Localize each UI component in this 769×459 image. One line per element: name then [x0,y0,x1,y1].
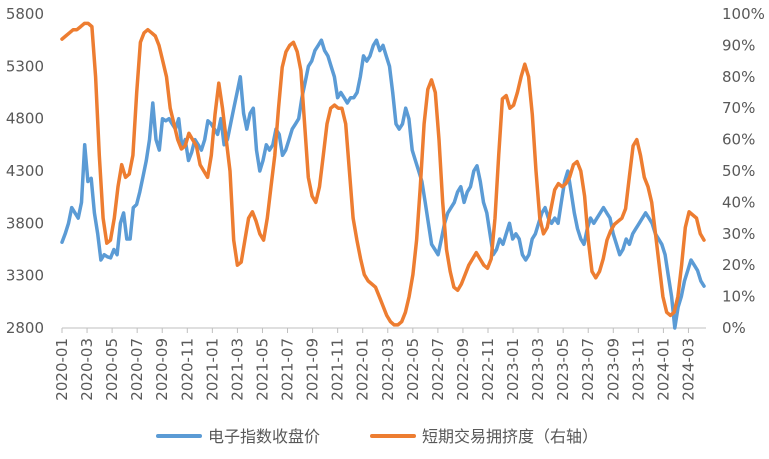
x-axis-tick-label: 2022-05 [404,338,422,401]
x-axis-tick-label: 2023-05 [554,338,572,401]
right-axis-ticks: 0% 10% 20% 30% 40% 50% 60% 70% 80% 90% 100% [722,5,765,337]
x-axis-tick-label: 2021-11 [329,338,347,401]
left-axis-ticks: 2800 3300 3800 4300 4800 5300 5800 [6,5,44,337]
x-axis-tick-label: 2020-05 [103,338,121,401]
legend-label: 电子指数收盘价 [208,427,320,446]
right-axis-tick-label: 20% [722,256,755,274]
x-axis-tick-label: 2020-03 [78,338,96,401]
right-axis-tick-label: 70% [722,99,755,117]
left-axis-tick-label: 4300 [6,162,44,180]
x-axis-tick-label: 2023-03 [529,338,547,401]
series-line-electronics-index [60,38,706,330]
left-axis-tick-label: 3800 [6,214,44,232]
x-axis-tick-label: 2023-01 [504,338,522,401]
x-axis-tick-label: 2023-07 [579,338,597,401]
right-axis-tick-label: 50% [722,162,755,180]
x-axis-tick-marks [61,328,689,333]
x-axis-tick-label: 2023-11 [629,338,647,401]
x-axis-labels: 2020-01 2020-03 2020-05 2020-07 2020-09 2020-… [53,338,697,401]
right-axis-tick-label: 30% [722,225,755,243]
x-axis-tick-label: 2022-09 [454,338,472,401]
legend: 电子指数收盘价 短期交易拥挤度（右轴） [156,427,598,446]
right-axis-tick-label: 90% [722,36,755,54]
x-axis-tick-label: 2021-03 [228,338,246,401]
x-axis-tick-label: 2022-03 [379,338,397,401]
left-axis-tick-label: 2800 [6,319,44,337]
right-axis-tick-label: 80% [722,68,755,86]
left-axis-tick-label: 5800 [6,5,44,23]
x-axis-tick-label: 2022-07 [429,338,447,401]
x-axis-tick-label: 2024-01 [654,338,672,401]
left-axis-tick-label: 3300 [6,267,44,285]
right-axis-tick-label: 40% [722,193,755,211]
x-axis-tick-label: 2021-05 [253,338,271,401]
left-axis-tick-label: 4800 [6,110,44,128]
series-lines [60,21,706,330]
right-axis-tick-label: 60% [722,131,755,149]
x-axis-tick-label: 2021-09 [304,338,322,401]
right-axis-tick-label: 10% [722,288,755,306]
x-axis-tick-label: 2020-01 [53,338,71,401]
right-axis-tick-label: 0% [722,319,746,337]
x-axis-tick-label: 2022-01 [354,338,372,401]
x-axis-tick-label: 2020-07 [128,338,146,401]
series-line-crowding [60,21,706,327]
x-axis-tick-label: 2020-09 [153,338,171,401]
x-axis-tick-label: 2022-11 [479,338,497,401]
x-axis-tick-label: 2021-07 [279,338,297,401]
x-axis-tick-label: 2023-09 [604,338,622,401]
x-axis-tick-label: 2024-03 [679,338,697,401]
right-axis-tick-label: 100% [722,5,765,23]
x-axis-tick-label: 2021-01 [203,338,221,401]
legend-label: 短期交易拥挤度（右轴） [422,427,598,446]
x-axis-tick-label: 2020-11 [178,338,196,401]
left-axis-tick-label: 5300 [6,57,44,75]
